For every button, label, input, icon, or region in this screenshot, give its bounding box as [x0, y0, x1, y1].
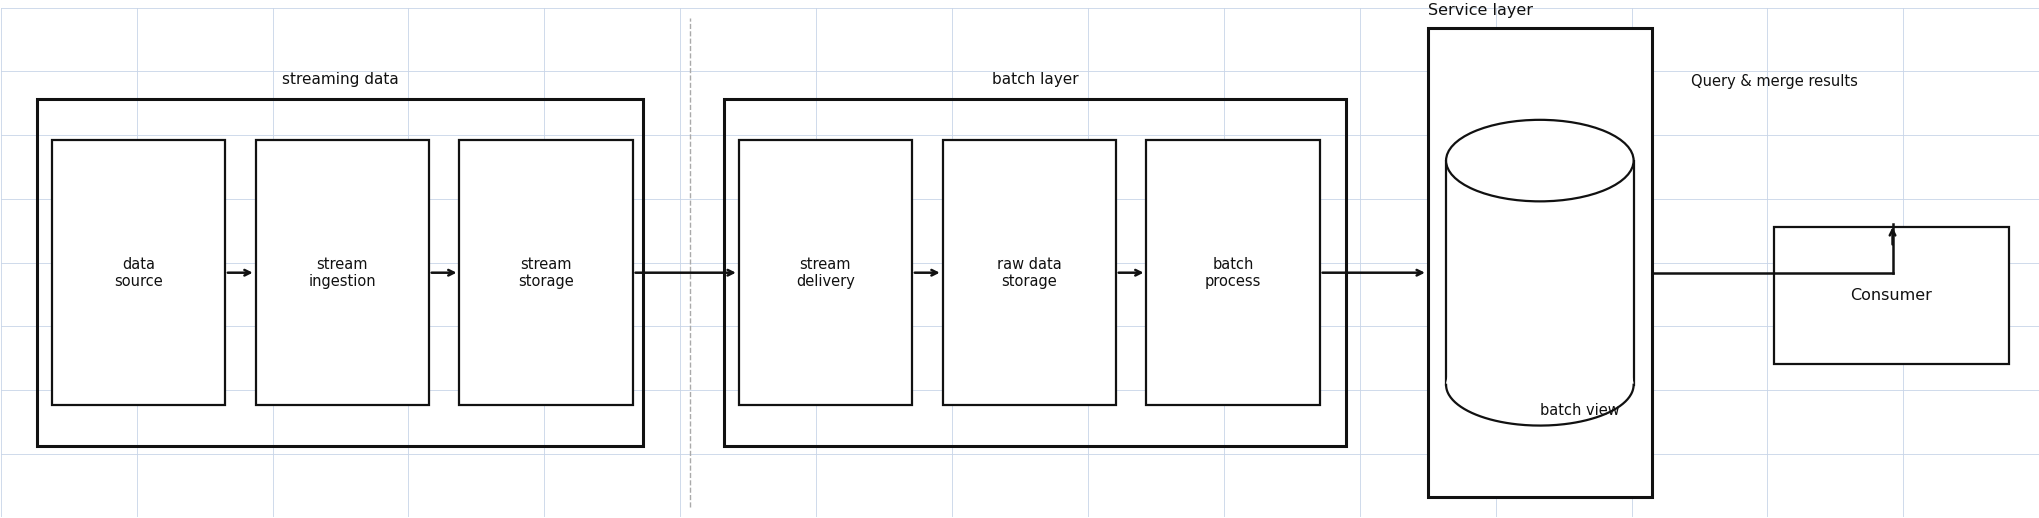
Bar — [255, 140, 428, 405]
Text: Service layer: Service layer — [1427, 3, 1531, 18]
Bar — [459, 140, 632, 405]
Bar — [738, 140, 911, 405]
Bar — [1146, 140, 1319, 405]
Text: data
source: data source — [114, 256, 163, 289]
Bar — [942, 140, 1115, 405]
Text: Consumer: Consumer — [1849, 288, 1931, 303]
Text: batch view: batch view — [1539, 403, 1619, 418]
Text: batch layer: batch layer — [991, 71, 1079, 87]
Text: Query & merge results: Query & merge results — [1690, 74, 1858, 89]
Text: batch
process: batch process — [1205, 256, 1260, 289]
Text: stream
delivery: stream delivery — [795, 256, 854, 289]
Ellipse shape — [1446, 344, 1633, 426]
Bar — [724, 99, 1346, 446]
Bar — [1427, 28, 1652, 497]
Bar — [37, 99, 642, 446]
Ellipse shape — [1446, 120, 1633, 202]
Text: streaming data: streaming data — [281, 71, 398, 87]
Text: raw data
storage: raw data storage — [997, 256, 1060, 289]
Text: stream
ingestion: stream ingestion — [308, 256, 375, 289]
Text: stream
storage: stream storage — [518, 256, 573, 289]
Bar — [1774, 227, 2008, 365]
Bar — [1446, 161, 1633, 385]
Bar — [51, 140, 224, 405]
